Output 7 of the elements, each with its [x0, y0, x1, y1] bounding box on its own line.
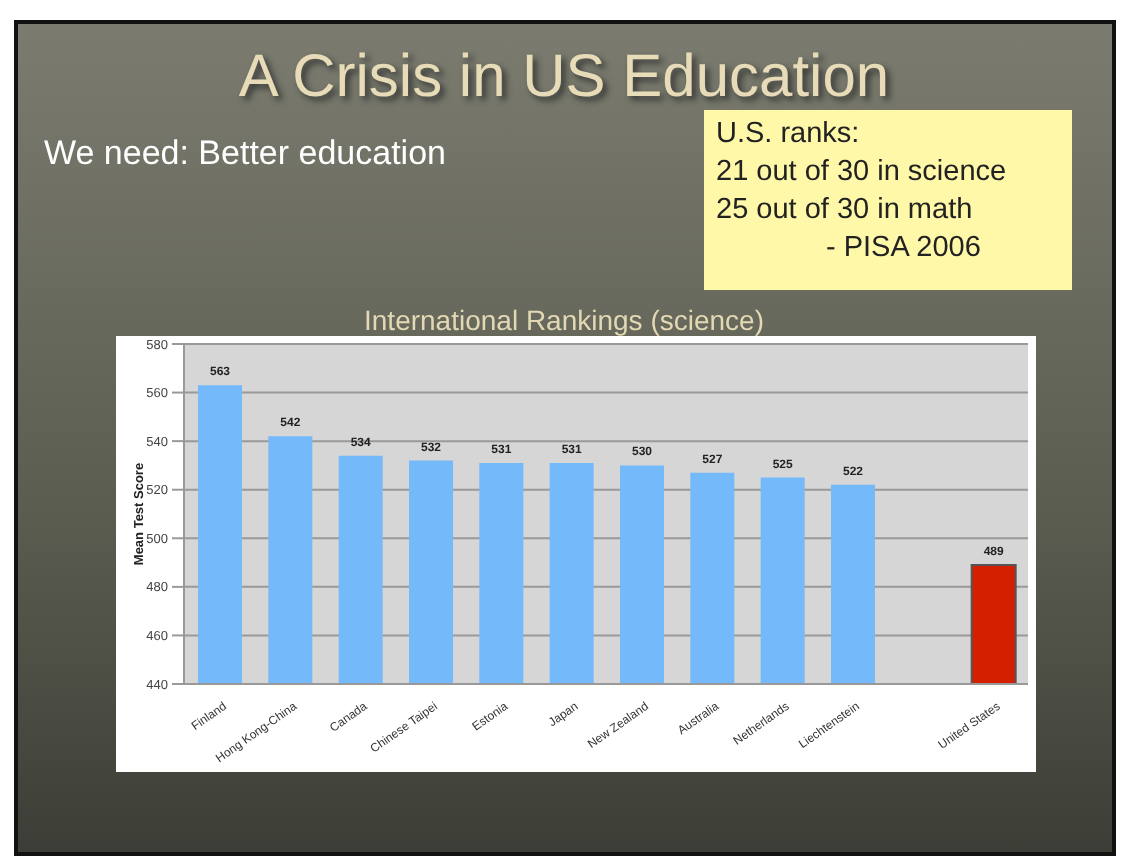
text: 25 out of 30 in math	[716, 192, 975, 230]
text: 21 out of 30 in science	[716, 154, 1009, 192]
chart-subtitle: International Rankings (science)	[362, 304, 766, 336]
text: U.S. ranks:	[716, 116, 862, 154]
chart-title: A Crisis in US Education	[236, 44, 892, 112]
text: We need: Better education	[44, 134, 446, 174]
text: - PISA 2006	[824, 230, 983, 268]
